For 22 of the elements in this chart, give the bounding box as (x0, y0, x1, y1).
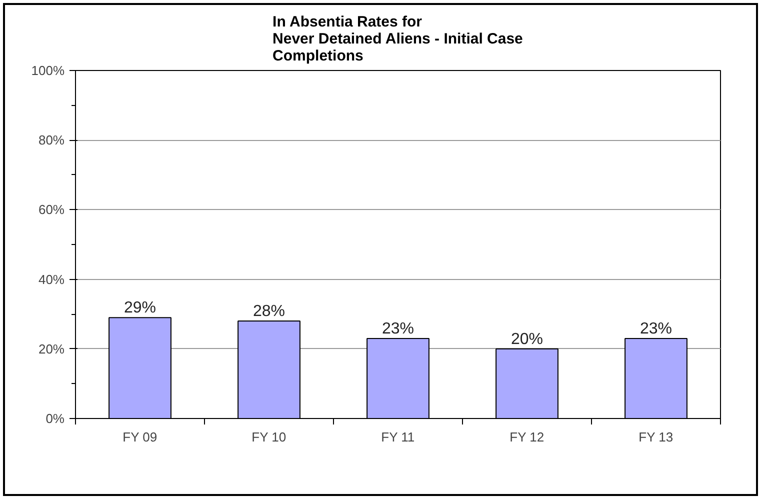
y-tick-label: 100% (31, 63, 65, 78)
data-label: 23% (382, 320, 414, 338)
bar (624, 338, 688, 418)
bar (496, 348, 558, 418)
y-tick-label: 0% (46, 411, 65, 426)
x-tick-label: FY 09 (122, 430, 158, 444)
bar (366, 338, 430, 418)
data-label: 20% (510, 330, 544, 348)
y-tick-label: 40% (38, 272, 65, 287)
bar (238, 320, 300, 418)
y-tick-label: 60% (38, 202, 65, 218)
x-tick-label: FY 13 (638, 430, 674, 444)
data-label: 28% (252, 303, 286, 320)
y-tick-label: 20% (38, 341, 65, 356)
y-tick-label: 80% (38, 132, 65, 148)
x-tick-label: FY 10 (252, 430, 286, 444)
data-label: 29% (124, 300, 156, 317)
x-tick-label: FY 11 (381, 430, 415, 444)
bar (108, 317, 172, 418)
chart-title: In Absentia Rates for Never Detained Aliens - Initial Case Completions (272, 14, 523, 64)
x-tick-label: FY 12 (510, 430, 544, 444)
data-label: 23% (640, 320, 672, 338)
